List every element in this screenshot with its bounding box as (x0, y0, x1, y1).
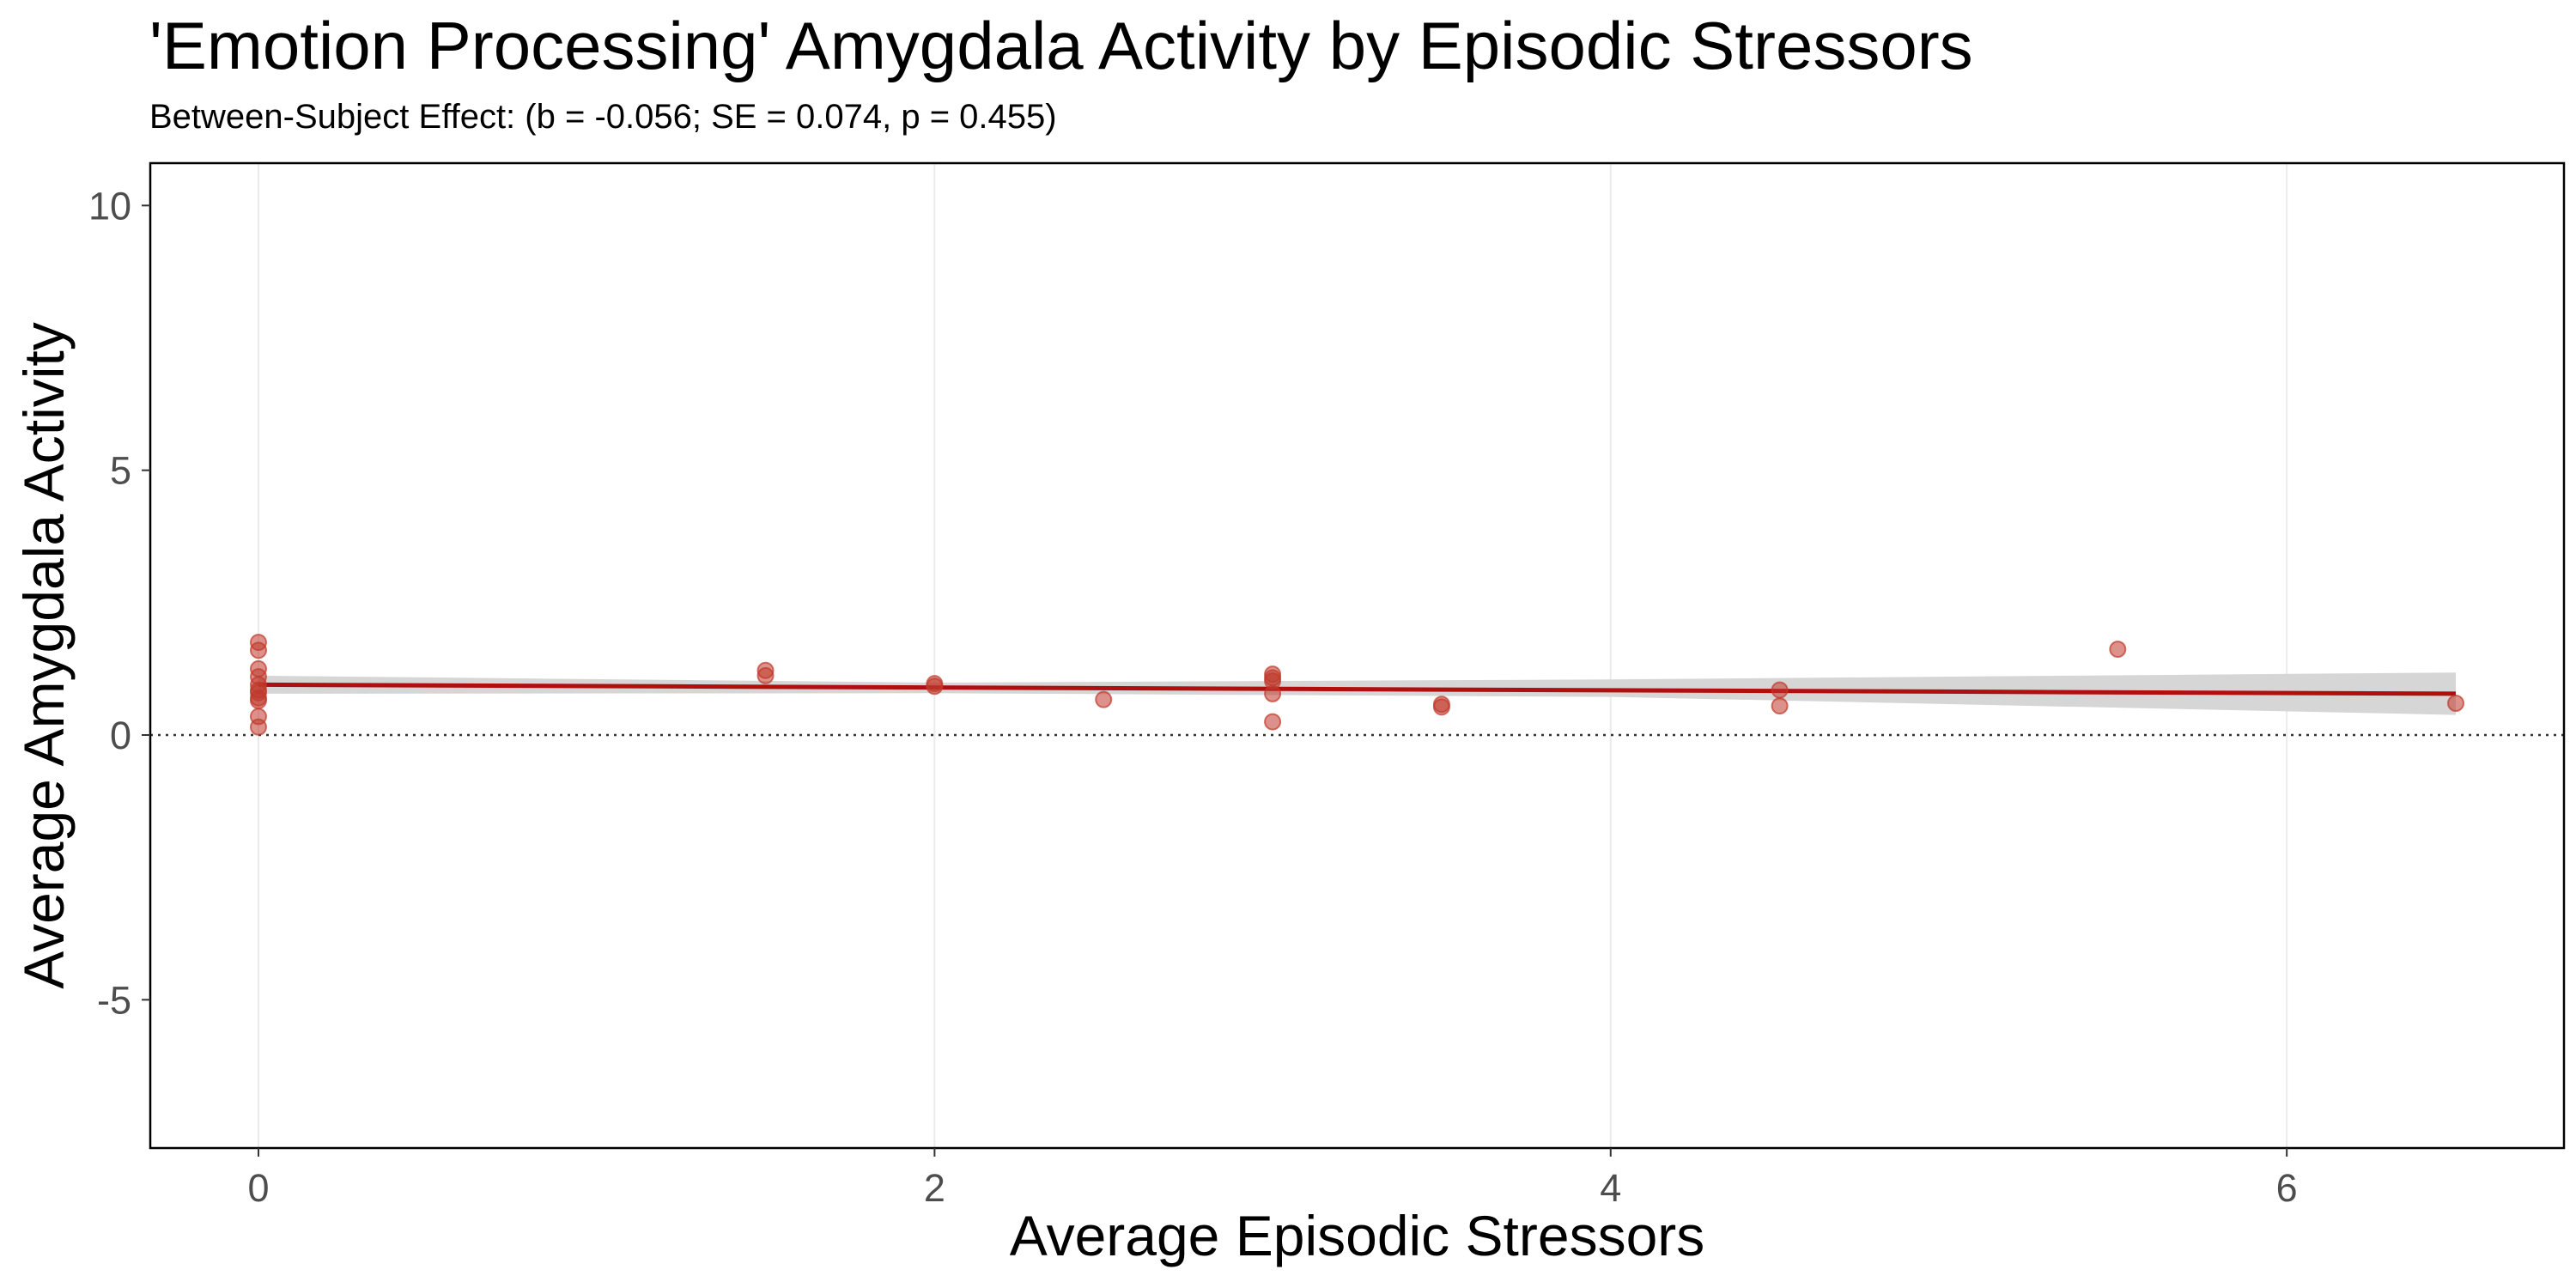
data-point (249, 718, 267, 736)
y-tick-label: 10 (88, 184, 131, 228)
data-point (1264, 684, 1282, 702)
x-axis-title: Average Episodic Stressors (1010, 1204, 1705, 1267)
data-point (2109, 641, 2127, 659)
regression-line (258, 682, 2457, 696)
data-point (2447, 695, 2465, 712)
data-points (249, 634, 2465, 736)
x-axis-ticks: 0 2 4 6 (247, 1148, 2298, 1210)
y-tick-label: -5 (97, 978, 131, 1022)
x-tick-label: 2 (924, 1166, 945, 1210)
data-point (249, 691, 267, 709)
confidence-band (258, 672, 2457, 715)
data-point (1432, 698, 1450, 716)
x-tick-label: 0 (247, 1166, 269, 1210)
data-point (249, 641, 267, 659)
y-axis-ticks: -5 0 5 10 (88, 184, 150, 1022)
x-tick-label: 6 (2276, 1166, 2298, 1210)
x-tick-label: 4 (1600, 1166, 1621, 1210)
data-point (1771, 681, 1789, 699)
data-point (756, 666, 775, 684)
data-point (1771, 697, 1789, 715)
chart-title: 'Emotion Processing' Amygdala Activity b… (149, 8, 1973, 83)
data-point (1264, 713, 1282, 731)
y-tick-label: 5 (110, 449, 131, 493)
data-point (926, 677, 944, 696)
y-axis-title: Average Amygdala Activity (12, 322, 76, 989)
data-point (1095, 690, 1113, 708)
y-tick-label: 0 (110, 714, 131, 757)
grid-lines (257, 163, 2288, 1148)
chart-subtitle: Between-Subject Effect: (b = -0.056; SE … (149, 98, 1057, 136)
plot-panel-border (149, 161, 2566, 1150)
